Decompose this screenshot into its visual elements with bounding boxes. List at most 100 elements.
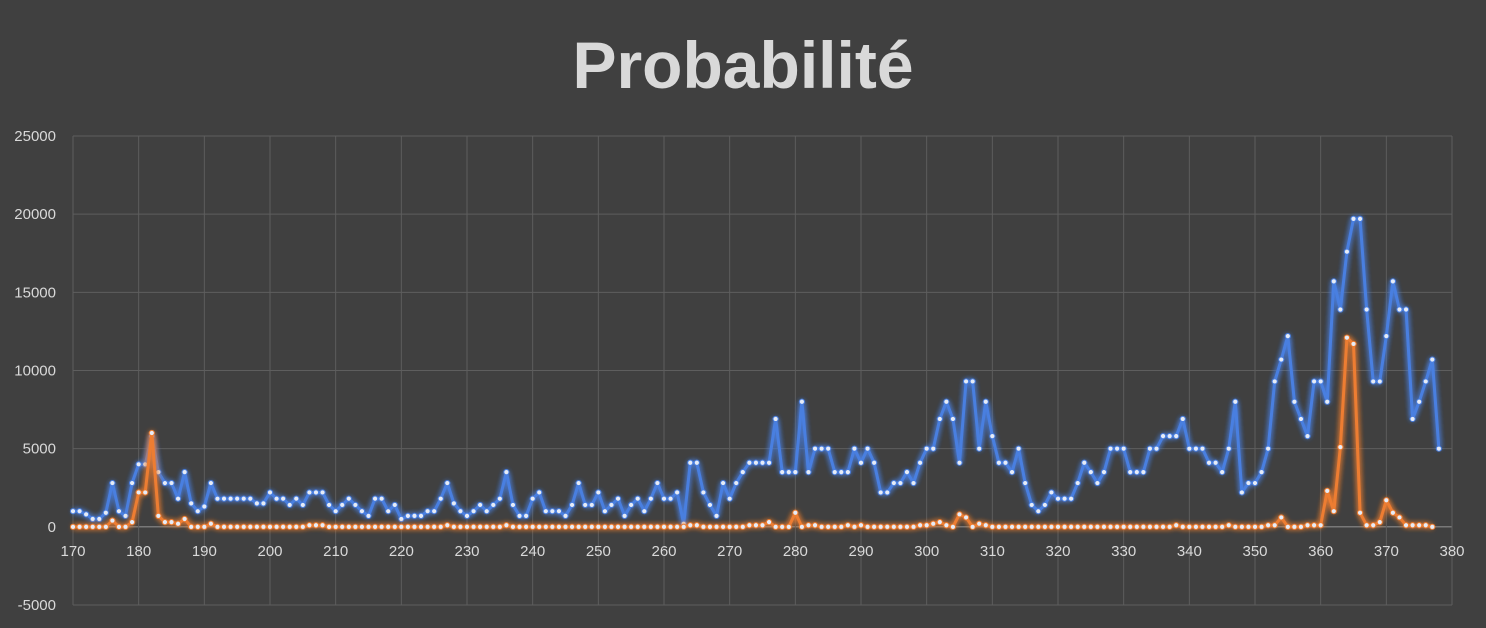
data-point	[851, 445, 858, 452]
x-tick-label: 300	[914, 543, 939, 560]
series-layer	[69, 215, 1442, 530]
data-point	[687, 522, 694, 529]
data-point	[713, 523, 720, 530]
grid	[72, 135, 1453, 606]
data-point	[122, 512, 129, 519]
data-point	[621, 523, 628, 530]
data-point	[897, 523, 904, 530]
data-point	[1383, 497, 1390, 504]
data-point	[1324, 487, 1331, 494]
data-point	[496, 523, 503, 530]
data-point	[982, 398, 989, 405]
data-point	[549, 523, 556, 530]
data-point	[542, 523, 549, 530]
data-point	[523, 523, 530, 530]
data-point	[1061, 495, 1068, 502]
data-point	[1311, 522, 1318, 529]
data-point	[568, 501, 576, 509]
data-point	[989, 433, 996, 440]
data-point	[825, 445, 832, 452]
data-point	[214, 495, 221, 502]
data-point	[1081, 459, 1088, 466]
data-point	[660, 495, 668, 502]
data-point	[404, 512, 411, 519]
data-point	[1284, 333, 1291, 340]
data-point	[936, 415, 943, 423]
data-point	[411, 512, 418, 519]
data-point	[227, 523, 234, 530]
data-point	[1363, 522, 1370, 529]
data-point	[1028, 501, 1035, 509]
chart-title: Probabilité	[572, 28, 913, 102]
data-point	[1199, 523, 1206, 530]
data-point	[588, 501, 595, 509]
data-point	[1370, 378, 1377, 385]
data-point	[1146, 523, 1154, 530]
data-point	[930, 520, 937, 527]
data-point	[115, 508, 123, 515]
data-point	[726, 495, 733, 502]
data-point	[1153, 523, 1160, 530]
data-point	[628, 523, 635, 530]
data-point	[247, 495, 254, 502]
y-tick-label: 5000	[23, 441, 56, 458]
data-point	[83, 511, 90, 518]
data-point	[667, 495, 674, 502]
data-point	[220, 495, 228, 502]
data-point	[188, 523, 195, 530]
data-point	[1127, 523, 1134, 530]
data-point	[1251, 523, 1259, 530]
data-point	[1068, 523, 1075, 530]
data-point	[647, 523, 654, 530]
data-point	[1022, 479, 1029, 487]
y-tick-label: 15000	[14, 284, 56, 301]
data-point	[463, 512, 471, 519]
data-point	[391, 501, 398, 509]
data-point	[1317, 378, 1324, 385]
data-point	[752, 459, 760, 466]
data-point	[621, 512, 628, 519]
data-point	[851, 523, 858, 530]
data-point	[332, 508, 339, 515]
y-tick-label: 25000	[14, 128, 56, 145]
data-point	[995, 523, 1003, 530]
y-tick-label: 0	[48, 519, 56, 536]
data-point	[641, 508, 648, 515]
data-point	[207, 479, 214, 487]
data-point	[1127, 469, 1134, 476]
data-point	[181, 515, 188, 523]
data-point	[1133, 469, 1140, 476]
data-point	[805, 522, 812, 529]
data-point	[700, 523, 707, 530]
data-point	[1245, 479, 1252, 487]
axes: -5000 0 5000 10000 15000 20000 25000 170 180 190 2…	[14, 128, 1464, 614]
data-point	[483, 508, 490, 515]
data-point	[286, 501, 293, 509]
series-line	[73, 336, 1433, 529]
data-point	[358, 523, 366, 530]
data-point	[1041, 501, 1048, 509]
data-point	[1107, 445, 1114, 452]
data-point	[936, 519, 943, 526]
data-point	[969, 378, 976, 385]
data-point	[746, 522, 753, 529]
data-point	[772, 523, 779, 530]
data-point	[838, 523, 845, 530]
data-point	[371, 523, 379, 530]
series-1	[69, 334, 1436, 530]
data-point	[142, 489, 149, 496]
y-tick-label: -5000	[18, 597, 56, 614]
data-point	[917, 459, 924, 466]
data-point	[194, 523, 201, 530]
series-0	[69, 215, 1442, 527]
data-point	[424, 523, 431, 530]
data-point	[1186, 523, 1193, 530]
data-point	[647, 495, 654, 502]
x-tick-label: 170	[60, 543, 85, 560]
data-point	[450, 523, 457, 530]
data-point	[1337, 306, 1344, 313]
data-point	[1008, 469, 1016, 476]
data-point	[930, 445, 937, 452]
data-point	[457, 523, 464, 530]
data-point	[69, 508, 77, 515]
